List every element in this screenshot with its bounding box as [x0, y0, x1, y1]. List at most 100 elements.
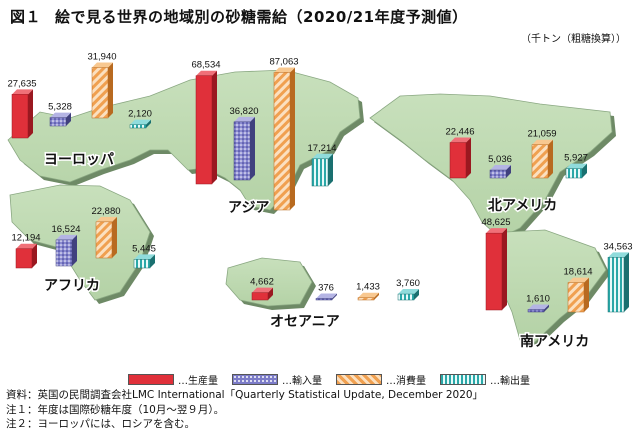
note-2: 注２：ヨーロッパには、ロシアを含む。 — [6, 418, 195, 430]
bar-value-label: 2,120 — [128, 109, 152, 120]
bar-top — [532, 139, 553, 145]
note-source: 資料：英国の民間調査会社LMC International「Quarterly … — [6, 389, 484, 401]
bar-front — [397, 293, 415, 301]
legend: …生産量 …輸入量 …消費量 …輸出量 — [128, 372, 530, 387]
bar-front — [485, 232, 503, 311]
bar-side — [548, 139, 553, 178]
land-masses — [7, 69, 613, 343]
bar-front — [311, 158, 329, 187]
bar-oceania-imports: 376 — [315, 283, 337, 301]
bar-value-label: 21,059 — [527, 129, 556, 140]
bar-oceania-consumption: 1,433 — [356, 282, 380, 301]
legend-item-consumption: …消費量 — [336, 372, 426, 387]
bar-top — [568, 277, 589, 283]
bar-value-label: 5,445 — [132, 243, 156, 254]
bar-top — [234, 116, 255, 122]
world-map-chart: 27,635 5,328 31,940 2,120 68,534 36,820 87,063… — [7, 52, 633, 352]
bar-asia-exports: 17,214 — [307, 143, 337, 187]
bar-top — [196, 70, 217, 76]
legend-swatch-production — [128, 374, 174, 385]
bar-value-label: 5,328 — [48, 102, 72, 113]
bar-top — [450, 137, 471, 143]
note-1: 注１：年度は国際砂糖年度（10月～翌９月）。 — [6, 403, 225, 416]
bar-value-label: 31,940 — [87, 52, 116, 63]
bar-side — [32, 243, 37, 268]
legend-item-imports: …輸入量 — [232, 372, 322, 387]
bar-africa-imports: 16,524 — [51, 224, 81, 267]
bar-asia-imports: 36,820 — [229, 106, 259, 181]
bar-value-label: 3,760 — [396, 278, 420, 289]
africa-landmass — [9, 184, 151, 301]
bar-front — [489, 169, 507, 179]
bar-value-label: 376 — [318, 283, 334, 294]
bar-side — [582, 163, 587, 178]
legend-item-exports: …輸出量 — [440, 372, 530, 387]
bar-europe-imports: 5,328 — [48, 102, 72, 127]
bar-side — [414, 289, 419, 300]
bar-front — [133, 259, 151, 269]
figure-number: 図１ — [10, 8, 42, 26]
bar-front — [565, 168, 583, 179]
bar-value-label: 68,534 — [191, 60, 220, 71]
bar-side — [108, 62, 113, 118]
bar-front — [567, 282, 585, 313]
bar-top — [50, 112, 71, 118]
bar-top — [274, 67, 295, 73]
bar-front — [95, 221, 113, 259]
bar-side — [502, 228, 507, 310]
bar-africa-production: 12,194 — [11, 233, 41, 269]
bar-top — [486, 228, 507, 234]
region-label-south-america: 南アメリカ — [520, 333, 589, 350]
bar-side — [290, 67, 295, 210]
bar-side — [268, 287, 273, 300]
bar-front — [315, 298, 333, 301]
bar-side — [146, 119, 151, 128]
bar-front — [11, 94, 29, 139]
bar-front — [449, 142, 467, 179]
bar-value-label: 87,063 — [269, 56, 298, 67]
bar-side — [112, 216, 117, 258]
bar-front — [531, 144, 549, 179]
region-label-africa: アフリカ — [44, 278, 100, 294]
bar-side — [250, 116, 255, 180]
bar-value-label: 5,927 — [564, 153, 588, 164]
north-america-landmass — [369, 93, 613, 239]
bar-value-label: 17,214 — [307, 143, 336, 154]
bar-north-america-production: 22,446 — [445, 127, 475, 179]
bar-side — [544, 304, 549, 312]
bar-front — [15, 248, 33, 269]
legend-swatch-imports — [232, 374, 278, 385]
bar-north-america-consumption: 21,059 — [527, 129, 557, 179]
bar-south-america-exports: 34,563 — [603, 241, 633, 313]
legend-swatch-exports — [440, 374, 486, 385]
bar-side — [466, 137, 471, 178]
south-america-landmass — [493, 229, 607, 343]
bar-front — [195, 75, 213, 185]
legend-label-imports: …輸入量 — [282, 376, 322, 387]
bar-top — [566, 163, 587, 169]
bar-europe-exports: 2,120 — [128, 109, 152, 129]
bar-side — [624, 252, 629, 312]
bar-south-america-imports: 1,610 — [526, 293, 550, 313]
bar-value-label: 1,433 — [356, 282, 380, 293]
bar-front — [129, 124, 147, 129]
bar-side — [212, 70, 217, 184]
bar-side — [374, 292, 379, 300]
bar-europe-consumption: 31,940 — [87, 52, 117, 119]
bar-oceania-production: 4,662 — [250, 277, 274, 301]
legend-label-exports: …輸出量 — [490, 376, 530, 387]
bar-top — [252, 287, 273, 293]
bar-top — [92, 62, 113, 68]
bar-front — [49, 117, 67, 127]
bar-value-label: 1,610 — [526, 293, 550, 304]
bar-africa-consumption: 22,880 — [91, 206, 121, 259]
bar-top — [490, 165, 511, 171]
bar-front — [607, 257, 625, 313]
chart-title: 図１ 絵で見る世界の地域別の砂糖需給（2020/21年度予測値） — [10, 6, 468, 27]
bar-front — [357, 297, 375, 301]
bar-value-label: 5,036 — [488, 154, 512, 165]
bar-top — [12, 89, 33, 95]
bar-top — [56, 234, 77, 240]
bar-front — [55, 239, 73, 267]
